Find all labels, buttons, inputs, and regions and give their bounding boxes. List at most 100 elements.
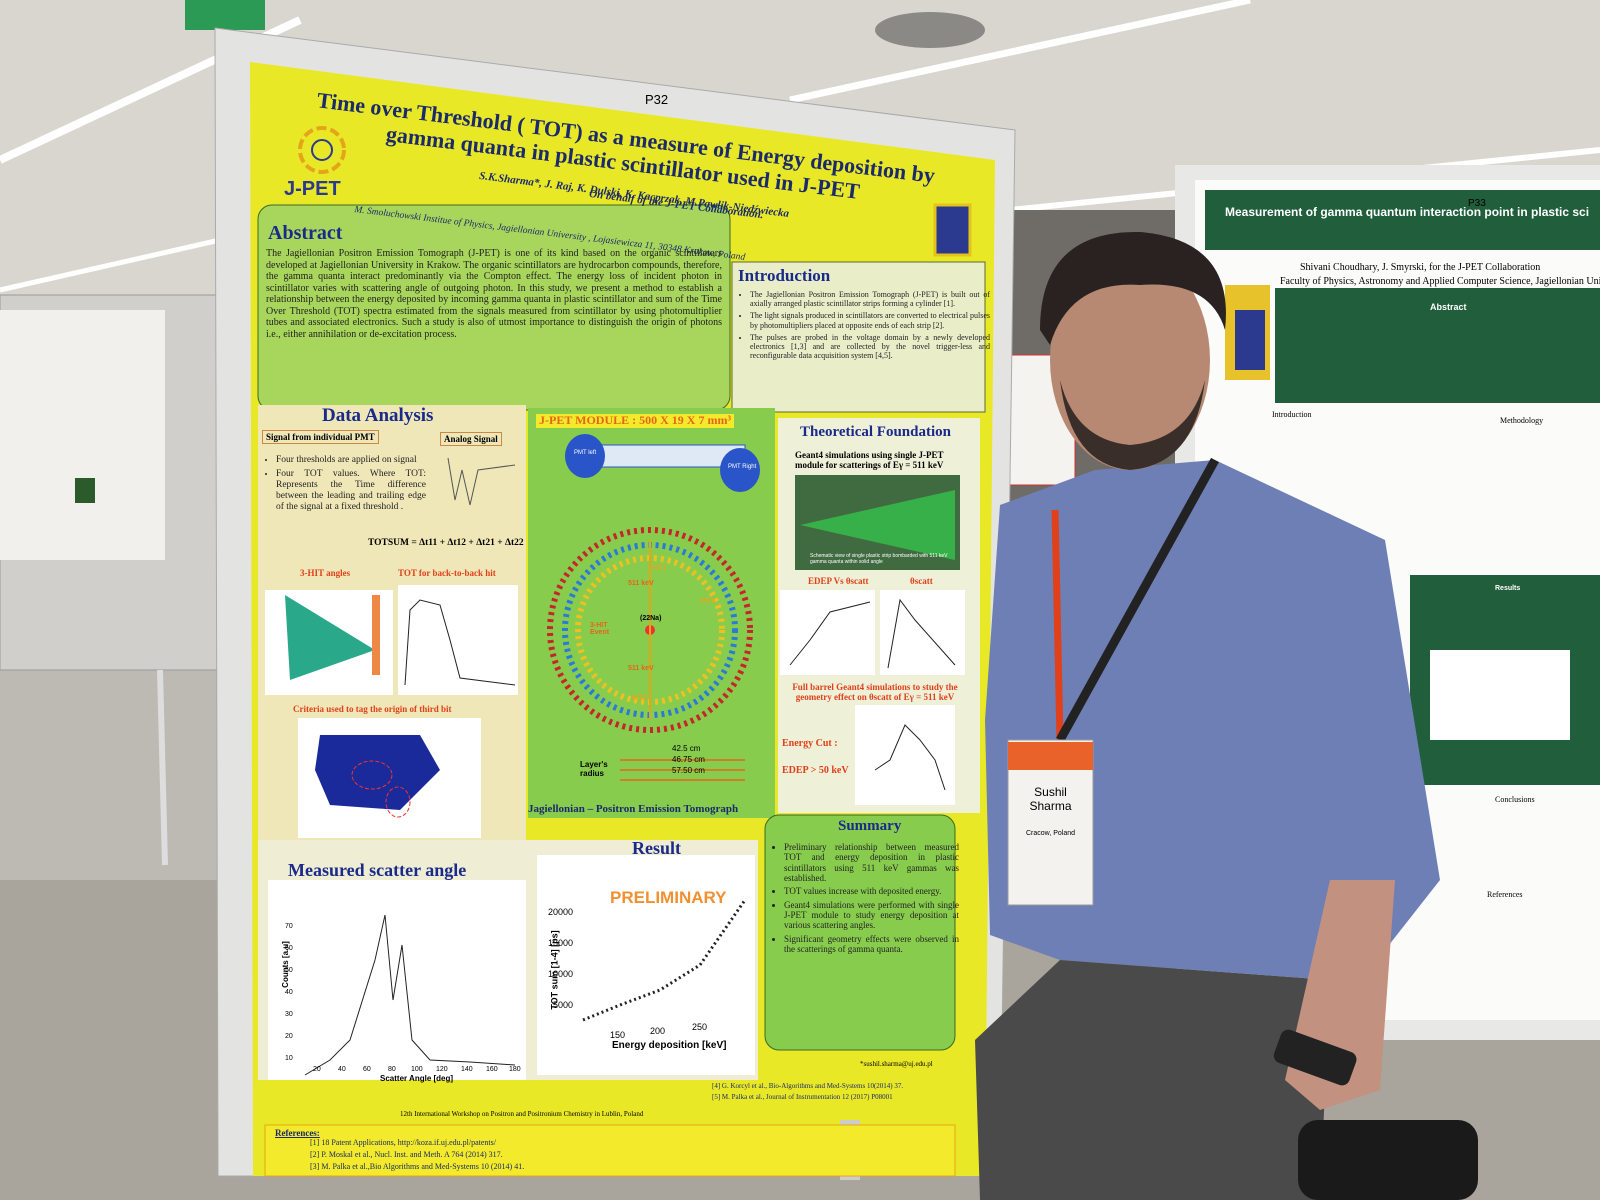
stand-leg [157,669,168,866]
x-axis-label: Scatter Angle [deg] [380,1074,454,1083]
references-heading: References: [275,1128,320,1138]
reference: [2] P. Moskal et al., Nucl. Inst. and Me… [310,1150,503,1159]
preliminary-stamp: PRELIMINARY [610,888,727,907]
plot-label: 3-HIT angles [300,568,351,578]
plot-curve [887,598,956,669]
y-tick-label: 15000 [548,938,574,948]
y-tick-label: 20 [285,1033,293,1040]
bag [1298,1120,1478,1200]
logo-text: J-PET [284,178,341,200]
summary-panel [764,814,956,1051]
right-poster-crest [1235,310,1265,370]
cut-label: Energy Cut : [782,738,838,749]
shirt [985,460,1440,980]
lanyard [1051,509,1064,741]
summary-heading: Summary [838,818,902,834]
scatter-heading: Measured scatter angle [288,860,467,880]
x-tick-label: 20 [313,1066,321,1073]
x-tick-label: 200 [650,1026,666,1036]
y-tick-label: 5000 [553,1000,574,1010]
criteria-label: Criteria used to tag the origin of third… [293,704,452,714]
badge-header [1008,742,1093,770]
tot-formula: TOTSUM = Δt11 + Δt12 + Δt21 + Δt22 [368,538,524,548]
ring-label: HIT2 [632,695,648,702]
ring-label: (22Na) [640,615,662,622]
signal-label: Signal from individual PMT [262,430,379,445]
right-poster-title: Measurement of gamma quantum interaction… [1225,205,1590,219]
ceiling-light [0,237,221,293]
ring-label: HIT1 [652,565,668,572]
email: *sushil.sharma@uj.edu.pl [860,1060,933,1068]
plot-heatmap [285,595,375,680]
theory-text: Geant4 simulations using single J-PET mo… [795,450,944,471]
exit-sign [185,0,265,30]
data-analysis-item: Four TOT values. Where TOT: Represents t… [276,469,426,513]
plot-barrel [855,705,955,805]
introduction-item: The light signals produced in scintillat… [750,311,990,329]
y-tick-label: 20000 [548,907,574,917]
radius-value: 46.75 cm [672,755,705,764]
plot-result [537,855,755,1075]
vent [875,12,985,48]
university-crest [933,203,972,257]
y-tick-label: 10000 [548,969,574,979]
introduction-list: The Jagiellonian Positron Emission Tomog… [738,290,990,363]
cut-value: EDEP > 50 keV [782,765,849,776]
x-tick-label: 40 [338,1066,346,1073]
radius-label: Layer's radius [580,760,608,778]
ring-label: 3-HIT Event [590,622,610,636]
pmt-label: PMT Right [728,464,757,470]
y-tick-label: 60 [285,945,293,952]
data-analysis-item: Four thresholds are applied on signal [276,455,426,466]
pmt-left [565,434,605,478]
right-poster-heading: Conclusions [1495,795,1535,804]
right-poster-heading: References [1487,890,1523,899]
y-tick-label: 50 [285,967,293,974]
board-label: P33 [1468,198,1486,209]
ring-label: HIT3 [700,598,716,605]
y-tick-label: 10 [285,1055,293,1062]
module-heading: J-PET MODULE : 500 X 19 X 7 mm³ [536,413,735,428]
plot-label: EDEP Vs θscatt [808,576,869,586]
right-poster-header [1205,190,1600,250]
right-poster-heading: Introduction [1272,410,1312,419]
analog-label: Analog Signal [440,432,502,447]
y-tick-label: 70 [285,923,293,930]
conference: 12th International Workshop on Positron … [400,1110,644,1118]
x-tick-label: 80 [388,1066,396,1073]
right-poster-heading: Results [1495,585,1521,592]
radius-value: 57.50 cm [672,766,705,775]
ring-label: 511 keV [628,580,654,587]
introduction-panel [731,261,986,413]
introduction-item: The pulses are probed in the voltage dom… [750,333,990,361]
badge-city: Cracow, Poland [1025,830,1076,837]
plot-heatmap [315,735,440,810]
module-footer: Jagiellonian – Positron Emission Tomogra… [528,803,739,815]
right-poster-heading: Methodology [1500,416,1544,425]
left-poster [0,310,165,560]
plot-points [582,899,747,1022]
board-label: P32 [645,92,669,107]
plot-tot [398,585,518,695]
barrel-text: Full barrel Geant4 simulations to study … [792,682,958,703]
plot-curve [874,724,946,791]
right-poster-plot [1430,650,1570,740]
abstract-text: The Jagiellonian Positron Emission Tomog… [266,248,722,340]
summary-item: TOT values increase with deposited energ… [784,886,959,896]
beard [1060,380,1205,470]
x-tick-label: 140 [461,1066,473,1073]
plot-label: TOT for back-to-back hit [398,568,496,578]
module-ring [547,527,753,733]
x-tick-label: 250 [692,1022,708,1032]
right-poster-affiliation: Faculty of Physics, Astronomy and Applie… [1280,276,1600,287]
summary-item: Geant4 simulations were performed with s… [784,900,959,931]
geant-beam [800,490,955,560]
introduction-item: The Jagiellonian Positron Emission Tomog… [750,290,990,308]
plot-highlight [385,786,411,818]
right-poster-authors: Shivani Choudhary, J. Smyrski, for the J… [1300,262,1541,273]
result-heading: Result [632,838,681,858]
ceiling-light [789,0,1251,104]
reference: [4] G. Korcyl et al., Bio-Algorithms and… [712,1082,904,1090]
abstract-heading: Abstract [268,222,343,244]
